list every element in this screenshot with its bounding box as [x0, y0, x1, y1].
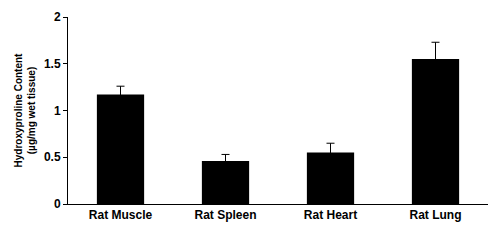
svg-text:Rat Lung: Rat Lung — [410, 208, 462, 222]
svg-text:Hydroxyproline Content(µg/mg w: Hydroxyproline Content(µg/mg wet tissue) — [13, 53, 37, 168]
svg-text:0: 0 — [54, 197, 61, 211]
svg-text:Rat Heart: Rat Heart — [304, 208, 357, 222]
svg-text:1: 1 — [54, 104, 61, 118]
svg-text:2: 2 — [54, 10, 61, 24]
svg-text:Rat Muscle: Rat Muscle — [89, 208, 153, 222]
svg-text:1.5: 1.5 — [44, 57, 61, 71]
svg-text:0.5: 0.5 — [44, 150, 61, 164]
svg-text:Rat Spleen: Rat Spleen — [194, 208, 256, 222]
